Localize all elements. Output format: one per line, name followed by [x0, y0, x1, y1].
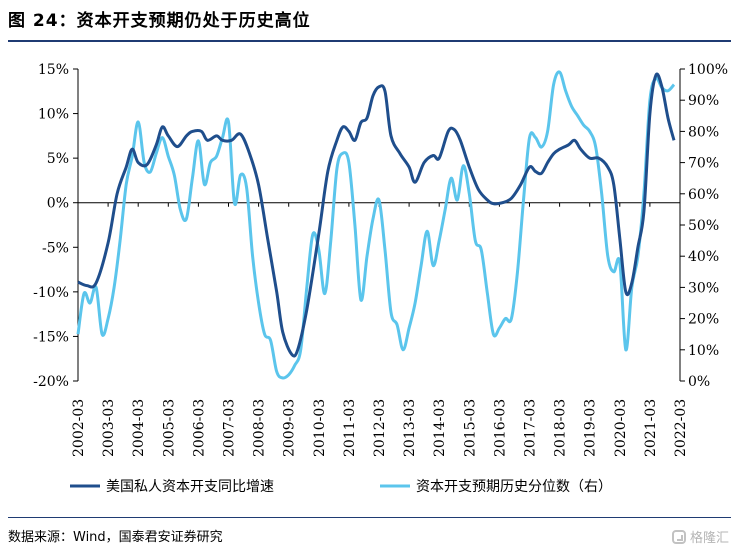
right-tick-label: 10% — [688, 343, 719, 359]
legend: 美国私人资本开支同比增速 资本开支预期历史分位数（右） — [70, 479, 612, 495]
x-tick-label: 2017-03 — [523, 399, 539, 457]
left-tick-label: 0% — [47, 196, 69, 212]
x-tick-label: 2005-03 — [161, 399, 177, 457]
data-source: 数据来源：Wind，国泰君安证券研究 — [8, 530, 223, 545]
x-tick-label: 2010-03 — [312, 399, 328, 457]
right-tick-label: 100% — [688, 62, 728, 78]
x-tick-label: 2022-03 — [673, 399, 689, 457]
x-tick-label: 2013-03 — [402, 399, 418, 457]
left-tick-label: -5% — [42, 240, 69, 256]
x-tick-label: 2009-03 — [282, 399, 298, 457]
series-line-capex-percentile — [76, 70, 676, 380]
x-tick-label: 2020-03 — [613, 399, 629, 457]
watermark-logo-icon — [671, 529, 686, 544]
watermark-text: 格隆汇 — [689, 531, 729, 546]
x-tick-label: 2012-03 — [372, 399, 388, 457]
right-tick-label: 70% — [688, 156, 719, 172]
footer-divider — [8, 517, 731, 518]
x-tick-label: 2008-03 — [252, 399, 268, 457]
x-axis: 2002-03 2003-03 2004-03 2005-03 2006-03 2007-… — [71, 202, 689, 457]
right-y-axis: 0% 10% 20% 30% 40% 50% 60% 70% 80% 90% 100% — [679, 62, 728, 390]
x-tick-label: 2002-03 — [71, 399, 87, 457]
legend-label: 美国私人资本开支同比增速 — [106, 479, 274, 495]
x-tick-label: 2004-03 — [131, 399, 147, 457]
right-tick-label: 30% — [688, 280, 719, 296]
x-tick-label: 2021-03 — [643, 399, 659, 457]
x-tick-label: 2018-03 — [553, 399, 569, 457]
legend-item-capex-percentile: 资本开支预期历史分位数（右） — [380, 479, 612, 495]
watermark: 格隆汇 — [671, 527, 729, 546]
legend-item-capex-yoy: 美国私人资本开支同比增速 — [70, 479, 274, 495]
x-tick-label: 2015-03 — [462, 399, 478, 457]
right-tick-label: 90% — [688, 93, 719, 109]
x-tick-label: 2019-03 — [583, 399, 599, 457]
right-tick-label: 50% — [688, 218, 719, 234]
title-divider — [8, 40, 731, 42]
left-tick-label: -10% — [33, 285, 69, 301]
left-tick-label: 15% — [38, 62, 69, 78]
series-lines — [76, 70, 676, 380]
series-line-capex-yoy — [77, 72, 676, 358]
legend-label: 资本开支预期历史分位数（右） — [416, 479, 612, 495]
x-tick-label: 2006-03 — [191, 399, 207, 457]
x-tick-label: 2011-03 — [342, 399, 358, 457]
right-tick-label: 60% — [688, 187, 719, 203]
left-tick-label: 5% — [47, 151, 69, 167]
x-tick-label: 2007-03 — [222, 399, 238, 457]
left-y-axis: -20% -15% -10% -5% 0% 5% 10% 15% — [33, 62, 79, 390]
x-tick-label: 2014-03 — [432, 399, 448, 457]
right-tick-label: 80% — [688, 124, 719, 140]
figure-title: 图 24：资本开支预期仍处于历史高位 — [8, 11, 311, 31]
x-tick-label: 2016-03 — [492, 399, 508, 457]
left-tick-label: -20% — [33, 374, 69, 390]
right-tick-label: 0% — [688, 374, 710, 390]
right-tick-label: 40% — [688, 249, 719, 265]
right-tick-label: 20% — [688, 312, 719, 328]
chart: -20% -15% -10% -5% 0% 5% 10% 15% 0% 10% 20% 30% 40%… — [33, 62, 728, 495]
left-tick-label: 10% — [38, 107, 69, 123]
left-tick-label: -15% — [33, 329, 69, 345]
x-tick-label: 2003-03 — [101, 399, 117, 457]
